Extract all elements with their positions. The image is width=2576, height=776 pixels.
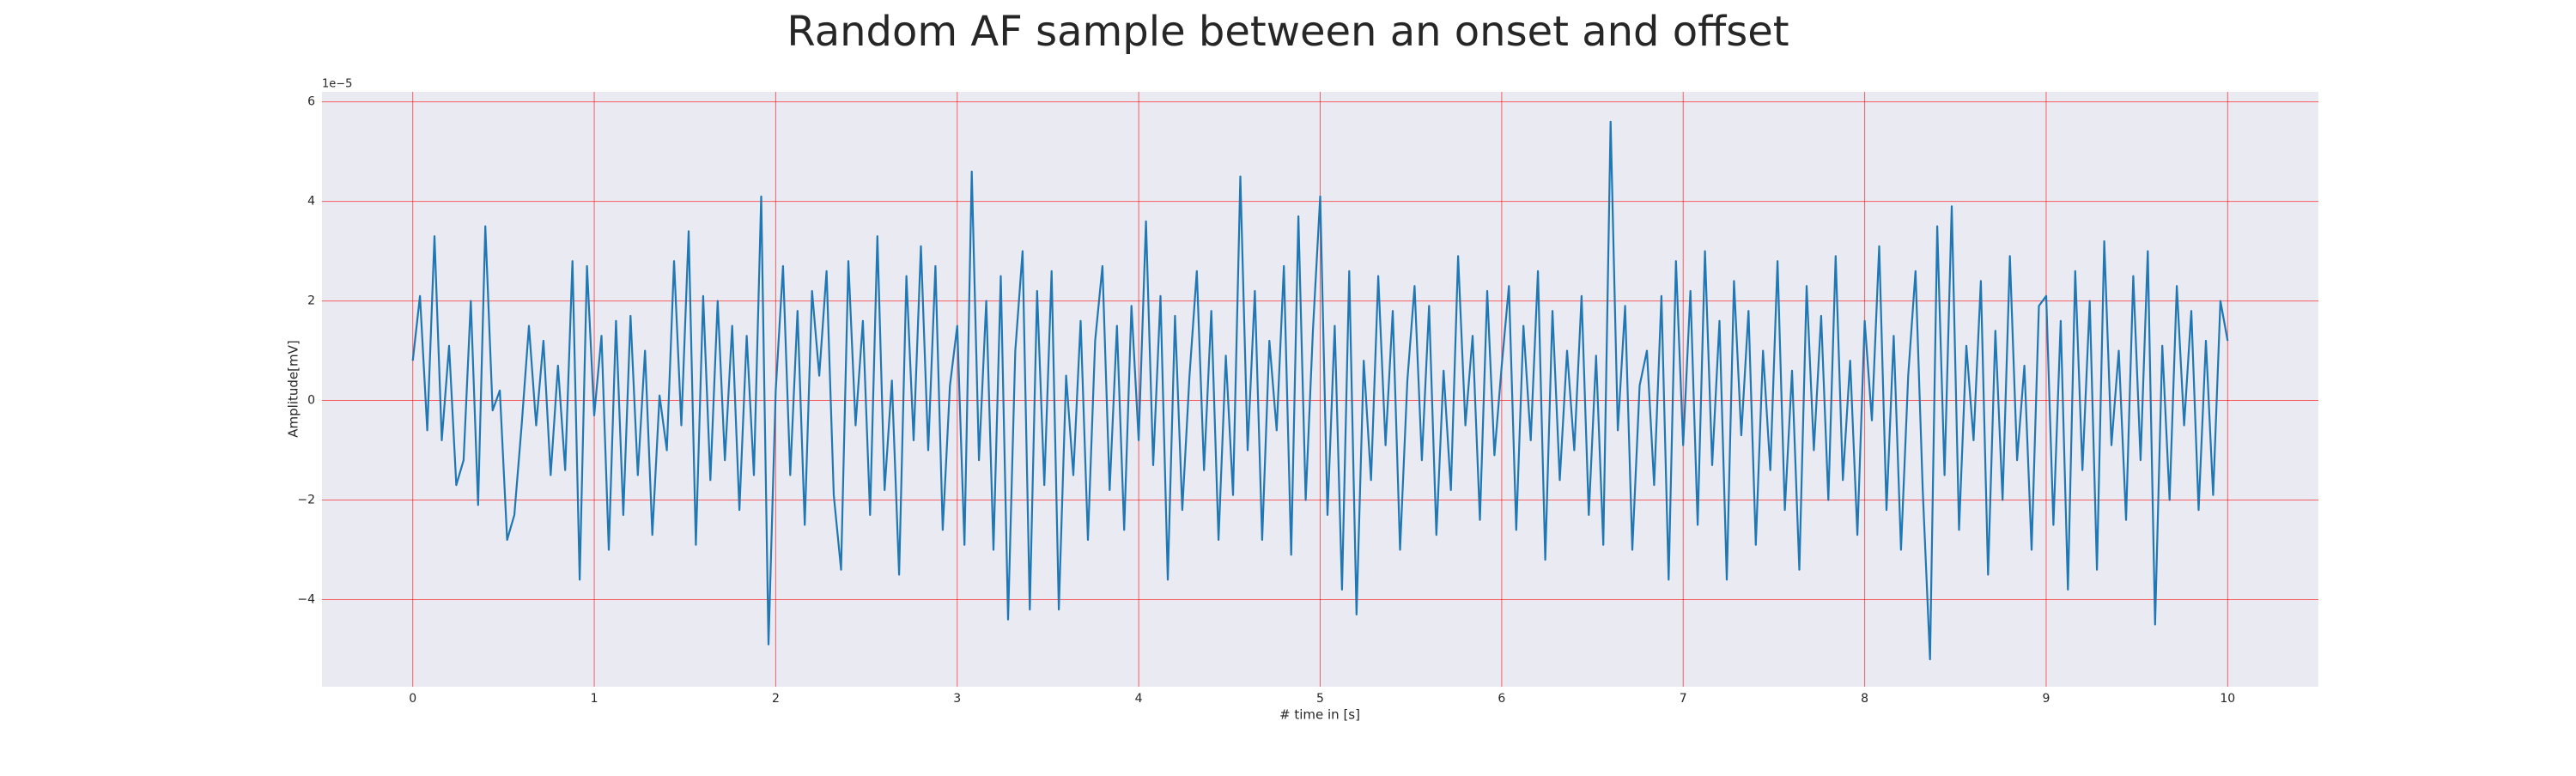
x-tick-label: 3: [953, 692, 961, 706]
y-tick-label: −2: [297, 494, 315, 507]
x-tick-label: 0: [409, 692, 416, 706]
x-tick-label: 4: [1135, 692, 1143, 706]
signal-line: [411, 120, 2229, 661]
x-tick-label: 6: [1498, 692, 1505, 706]
y-tick-label: 4: [307, 195, 315, 209]
y-tick-label: 0: [307, 394, 315, 408]
x-tick-label: 8: [1861, 692, 1868, 706]
y-tick-label: 2: [307, 294, 315, 308]
x-axis-label: # time in [s]: [1279, 707, 1360, 723]
y-offset-label: 1e−5: [322, 78, 352, 91]
x-tick-label: 5: [1316, 692, 1324, 706]
y-tick-label: −4: [297, 593, 315, 607]
y-tick-label: 6: [307, 95, 315, 109]
x-tick-label: 9: [2042, 692, 2050, 706]
x-tick-label: 1: [591, 692, 598, 706]
x-tick-label: 7: [1680, 692, 1687, 706]
y-axis-label: Amplitude[mV]: [286, 340, 301, 437]
x-tick-label: 10: [2220, 692, 2235, 706]
x-tick-label: 2: [772, 692, 780, 706]
chart-title: Random AF sample between an onset and of…: [787, 8, 1789, 56]
